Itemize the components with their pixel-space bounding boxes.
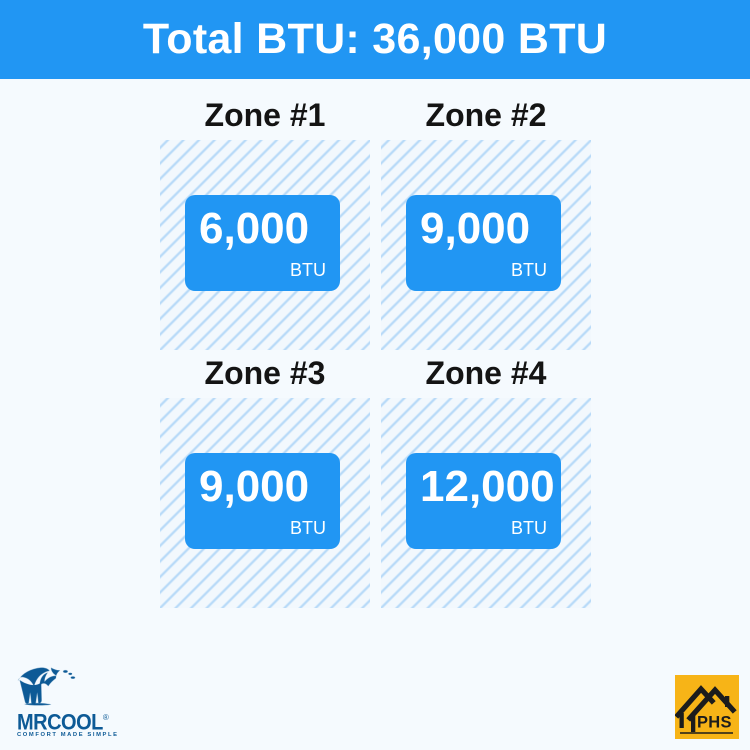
svg-text:PHS: PHS (697, 714, 732, 732)
